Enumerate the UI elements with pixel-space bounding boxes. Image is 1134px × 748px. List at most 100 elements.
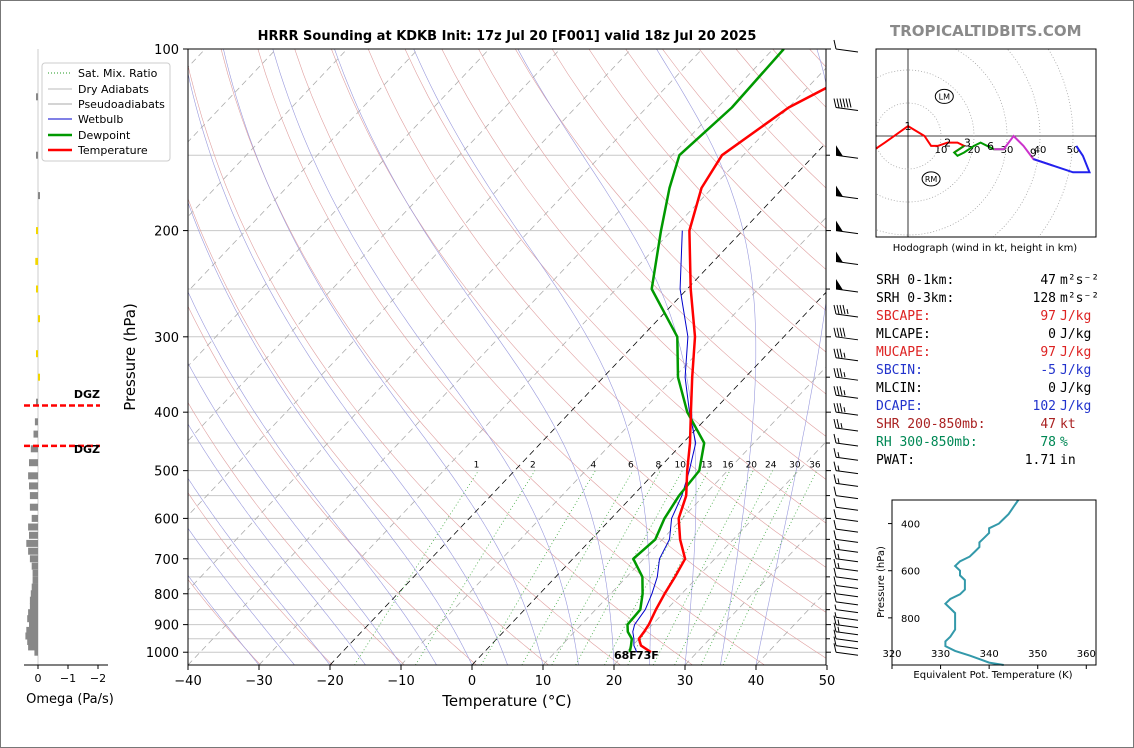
param-value-9: 78 — [1040, 435, 1056, 450]
omega-bar-10 — [34, 418, 38, 426]
wind-barb-30 — [834, 604, 859, 614]
param-unit-9: % — [1060, 435, 1068, 450]
wind-barb-8 — [833, 327, 859, 341]
omega-bar-22 — [28, 547, 38, 555]
param-row-8: SHR 200-850mb: 47 kt — [876, 416, 1096, 434]
hodograph-trace: 1 2 3 6 9 LM RM — [876, 88, 1091, 187]
wind-barb-14 — [833, 433, 859, 447]
mixing-ratio-label-24: 24 — [765, 461, 777, 471]
param-unit-3: J/kg — [1060, 327, 1092, 342]
mixing-ratio-label-13: 13 — [701, 461, 712, 471]
omega-bar-13 — [29, 459, 38, 467]
mixing-ratio-line-20 — [652, 470, 754, 665]
theta-e-frame — [891, 499, 1097, 666]
moist-adiabat-35 — [656, 49, 757, 665]
dry-adiabat-240 — [188, 579, 261, 665]
dry-adiabat-350 — [404, 49, 826, 524]
legend-pseudoadiabats: Pseudoadiabats — [78, 98, 165, 111]
omega-bar-2 — [38, 192, 40, 200]
brand-label: TROPICALTIDBITS.COM — [890, 22, 1082, 40]
param-unit-10: in — [1060, 453, 1076, 468]
param-label-9: RH 300-850mb: — [876, 435, 978, 450]
hodograph-ring-label-2: 30 — [1001, 145, 1014, 156]
skewt-y-tick-label-7: 800 — [154, 588, 179, 603]
skewt-x-axis-label: Temperature (°C) — [441, 692, 571, 710]
param-unit-6: J/kg — [1060, 381, 1092, 396]
legend-dewpoint: Dewpoint — [78, 129, 131, 142]
param-value-7: 102 — [1032, 399, 1056, 414]
mixing-ratio-label-36: 36 — [809, 461, 821, 471]
hodograph-ring-label-1: 20 — [968, 145, 981, 156]
theta-e-y-tick-label-0: 400 — [901, 520, 920, 531]
omega-bar-14 — [28, 472, 38, 480]
moist-adiabat-40 — [755, 49, 826, 665]
omega-bar-17 — [29, 503, 38, 511]
theta-e-x-tick-label-1: 330 — [931, 649, 950, 660]
theta-e-x-axis-label: Equivalent Pot. Temperature (K) — [913, 670, 1072, 681]
omega-bar-34 — [26, 626, 38, 634]
wind-barb-0 — [833, 39, 859, 53]
param-label-3: MLCAPE: — [876, 327, 931, 342]
theta-e-profile — [943, 499, 1020, 666]
wind-barb-25 — [833, 558, 859, 572]
wind-barb-17 — [833, 474, 859, 487]
param-label-8: SHR 200-850mb: — [876, 417, 986, 432]
mixing-ratio-line-24 — [674, 470, 774, 665]
mixing-ratio-label-30: 30 — [789, 461, 801, 471]
skewt-x-tick-label-1: −30 — [245, 674, 272, 689]
wind-barb-22 — [833, 530, 859, 543]
wind-barb-15 — [833, 448, 859, 461]
wind-barb-11 — [833, 386, 859, 399]
skewt-y-tick-label-1: 200 — [154, 225, 179, 240]
theta-e-x-tick-label-4: 360 — [1077, 649, 1096, 660]
skewt-y-tick-label-0: 100 — [154, 43, 179, 58]
omega-bar-35 — [25, 632, 38, 640]
wind-barb-13 — [833, 418, 859, 432]
surface-temperature-label: 73F — [636, 649, 659, 662]
mixing-ratio-label-16: 16 — [722, 461, 734, 471]
dewpoint-profile — [626, 49, 785, 653]
hodograph-segment-2 — [952, 141, 1004, 158]
omega-bar-20 — [29, 531, 38, 539]
hodograph-ring-0 — [876, 102, 942, 170]
wind-barb-24 — [833, 549, 859, 563]
skewt-x-tick-label-3: −10 — [387, 674, 414, 689]
param-unit-2: J/kg — [1060, 309, 1092, 324]
wind-barb-6 — [835, 279, 859, 293]
param-unit-4: J/kg — [1060, 345, 1092, 360]
theta-e-x-tick-label-3: 350 — [1028, 649, 1047, 660]
mixing-ratio-label-1: 1 — [474, 461, 480, 471]
dry-adiabat-340 — [367, 49, 826, 568]
isotherm-0 — [471, 291, 826, 665]
skewt-y-tick-label-6: 700 — [154, 553, 179, 568]
dry-adiabat-280 — [188, 197, 549, 665]
skewt-x-tick-label-9: 50 — [819, 674, 836, 689]
mixing-ratio-line-4 — [480, 470, 596, 665]
skewt-x-tick-label-7: 30 — [677, 674, 694, 689]
param-row-4: MUCAPE: 97 J/kg — [876, 344, 1096, 362]
chart-title: HRRR Sounding at KDKB Init: 17z Jul 20 [… — [258, 29, 757, 44]
param-row-1: SRH 0-3km: 128 m²s⁻² — [876, 290, 1099, 308]
isotherm-20 — [613, 441, 826, 665]
moist-adiabat--10 — [188, 362, 402, 665]
dry-adiabat-390 — [551, 49, 826, 353]
mixing-ratio-label-8: 8 — [656, 461, 662, 471]
hodograph-height-label-4: 9 — [1030, 147, 1037, 160]
param-unit-0: m²s⁻² — [1060, 273, 1100, 288]
omega-bar-37 — [28, 643, 38, 651]
param-label-4: MUCAPE: — [876, 345, 931, 360]
hodograph-height-label-2: 3 — [964, 137, 971, 150]
isotherm--50 — [188, 49, 703, 591]
legend-dry-adiabats: Dry Adiabats — [78, 83, 149, 96]
moist-adiabat-30 — [517, 49, 697, 665]
skewt-frame — [187, 48, 827, 666]
dry-adiabat-290 — [188, 63, 621, 665]
theta-e-y-axis-label: Pressure (hPa) — [876, 546, 887, 618]
omega-bar-1 — [36, 93, 38, 101]
skewt-profiles — [626, 49, 826, 654]
wind-barb-12 — [833, 403, 859, 416]
omega-bar-9 — [36, 398, 38, 406]
wind-barb-1 — [833, 98, 859, 111]
omega-bar-28 — [30, 590, 38, 598]
mixing-ratio-label-10: 10 — [675, 461, 687, 471]
